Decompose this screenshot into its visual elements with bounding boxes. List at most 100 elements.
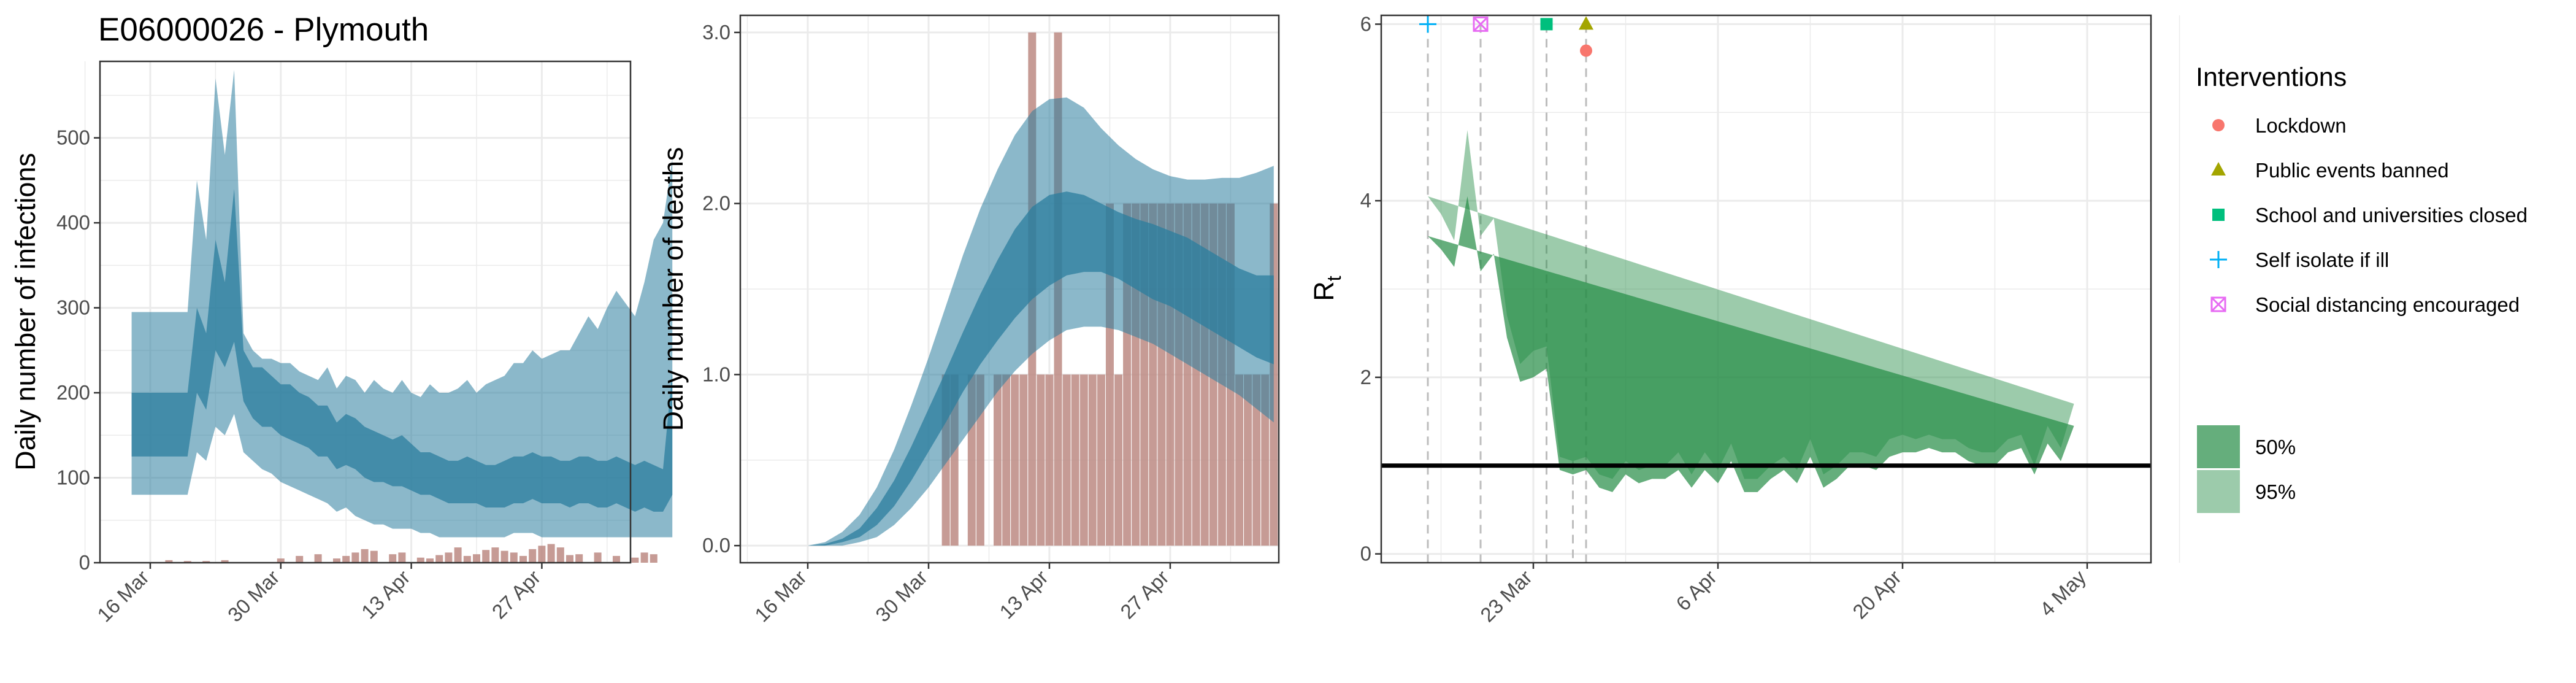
legend-marker-circle: [2212, 119, 2225, 131]
infection-count-bar: [650, 554, 657, 563]
legend-marker-triangle: [2211, 162, 2226, 176]
deaths-y-tick-label: 0.0: [702, 534, 730, 557]
infection-count-bar: [640, 552, 648, 563]
deaths-x-tick-label: 30 Mar: [871, 566, 932, 627]
rt-y-tick-label: 6: [1360, 12, 1371, 35]
infection-count-bar: [183, 561, 191, 563]
deaths-x-tick-label: 16 Mar: [750, 566, 811, 627]
infections-panel: 0 100 200 300 400 500 16 Mar 30 Mar 13 Apr 27 Ap…: [10, 60, 673, 627]
deaths-x-tick-label: 13 Apr: [995, 566, 1052, 623]
infection-count-bar: [529, 549, 537, 563]
deaths-x-tick-label: 27 Apr: [1116, 566, 1173, 623]
infections-y-tick-label: 500: [56, 126, 90, 149]
death-count-bar: [1261, 374, 1270, 546]
infections-y-tick-label: 400: [56, 211, 90, 234]
legend: Interventions Lockdown Public events bann…: [2196, 63, 2528, 513]
rt-bands: [1428, 130, 2074, 492]
death-count-bar: [1037, 374, 1045, 546]
infection-count-bar: [538, 546, 546, 563]
infections-y-label: Daily number of infections: [10, 153, 41, 471]
infections-y-tick-label: 200: [56, 381, 90, 404]
rt-y-ticks: 0 2 4 6: [1360, 12, 1381, 565]
death-count-bar: [1079, 374, 1088, 546]
death-count-bar: [1062, 374, 1071, 546]
rt-panel-border: [1380, 14, 2152, 564]
legend-item-label: Lockdown: [2255, 114, 2347, 137]
intervention-marker-circle: [1580, 44, 1592, 57]
deaths-y-tick-label: 1.0: [702, 363, 730, 385]
death-count-bar: [1002, 374, 1011, 546]
figure-title: E06000026 - Plymouth: [98, 12, 429, 48]
infection-count-bar: [426, 558, 434, 563]
legend-item: Self isolate if ill: [2210, 249, 2389, 271]
infection-count-bar: [491, 547, 499, 563]
infection-count-bar: [361, 549, 369, 563]
rt-y-label-subscript: t: [1323, 276, 1345, 281]
intervention-marker-square-x: [1473, 16, 1489, 32]
infections-x-tick-label: 27 Apr: [488, 566, 545, 623]
death-count-bar: [1114, 374, 1123, 546]
infection-count-bar: [547, 544, 555, 563]
infection-count-bar: [165, 560, 173, 563]
infection-count-bar: [314, 554, 322, 563]
infections-x-ticks: 16 Mar 30 Mar 13 Apr 27 Apr: [93, 563, 545, 627]
infections-panel-border: [99, 60, 632, 564]
intervention-marker-plus: [1419, 15, 1436, 33]
infection-count-bar: [333, 558, 340, 563]
legend-ci-swatch: [2197, 470, 2240, 513]
deaths-y-tick-label: 3.0: [702, 21, 730, 44]
legend-marker-plus: [2210, 251, 2227, 268]
infections-x-tick-label: 13 Apr: [357, 566, 415, 623]
death-count-bar: [1235, 374, 1243, 546]
infections-y-tick-label: 300: [56, 296, 90, 319]
infection-count-bar: [519, 555, 527, 563]
infection-count-bar: [398, 552, 406, 563]
rt-y-tick-label: 2: [1360, 366, 1371, 388]
deaths-y-label: Daily number of deaths: [657, 147, 689, 431]
death-count-bar: [1045, 374, 1054, 546]
infections-x-tick-label: 30 Mar: [223, 566, 284, 627]
rt-x-tick-label: 4 May: [2035, 565, 2090, 620]
death-count-bar: [1244, 374, 1252, 546]
infection-count-bar: [482, 550, 490, 563]
infection-count-bar: [473, 554, 480, 563]
infection-count-bar: [510, 552, 518, 563]
deaths-panel: 0.0 1.0 2.0 3.0 16 Mar 30 Mar 13 Apr 27 Apr Da…: [657, 14, 1280, 627]
legend-item: Lockdown: [2212, 114, 2347, 137]
deaths-y-ticks: 0.0 1.0 2.0 3.0: [702, 21, 740, 557]
infections-y-tick-label: 100: [56, 466, 90, 489]
legend-marker-square: [2212, 209, 2225, 221]
legend-ci-swatch: [2197, 425, 2240, 468]
rt-intervention-markers: [1419, 15, 1593, 57]
infection-count-bar: [556, 547, 564, 563]
legend-ci-item: 95%: [2197, 470, 2296, 513]
infection-count-bar: [296, 555, 304, 563]
infections-bars: [165, 544, 657, 563]
deaths-y-tick-label: 2.0: [702, 192, 730, 215]
intervention-marker-square: [1540, 18, 1553, 31]
legend-item-label: Public events banned: [2255, 159, 2449, 182]
infection-count-bar: [435, 555, 443, 563]
legend-item-label: Social distancing encouraged: [2255, 293, 2520, 316]
infection-count-bar: [342, 555, 350, 563]
death-count-bar: [1071, 374, 1079, 546]
legend-marker-square-x: [2210, 296, 2226, 312]
infections-bands: [131, 69, 673, 538]
infection-count-bar: [463, 555, 471, 563]
infection-count-bar: [277, 558, 285, 563]
death-count-bar: [1252, 374, 1261, 546]
infection-count-bar: [351, 552, 359, 563]
infection-count-bar: [454, 547, 462, 563]
infection-count-bar: [445, 552, 453, 563]
death-count-bar: [1011, 374, 1019, 546]
infection-count-bar: [566, 555, 573, 563]
legend-ci-items: 50% 95%: [2197, 425, 2296, 513]
infection-count-bar: [416, 557, 424, 563]
legend-item: School and universities closed: [2212, 204, 2528, 226]
infections-x-tick-label: 16 Mar: [93, 566, 153, 627]
intervention-marker-triangle: [1579, 16, 1593, 30]
legend-items: Lockdown Public events banned School and u…: [2210, 114, 2528, 316]
rt-x-tick-label: 23 Mar: [1476, 566, 1536, 627]
death-count-bar: [994, 374, 1002, 546]
